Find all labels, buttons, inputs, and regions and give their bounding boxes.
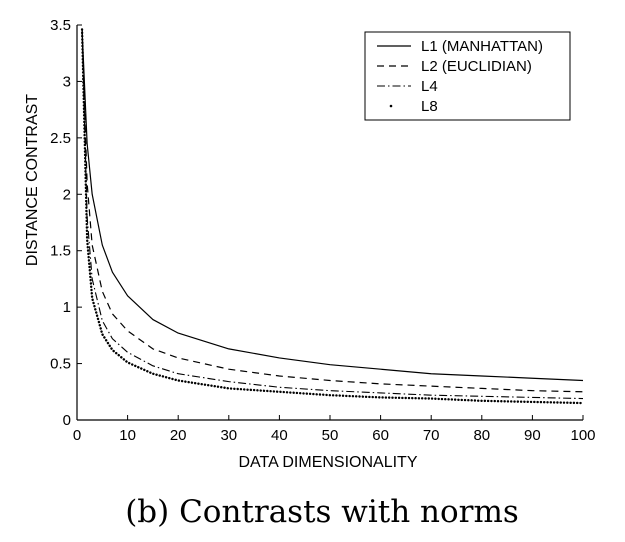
x-tick-label: 100 [570,427,595,444]
y-tick-label: 3 [63,73,71,90]
y-tick-label: 1.5 [50,243,71,260]
series-line-solid [81,29,584,382]
y-tick-label: 2 [63,186,71,203]
series-line-dotted [80,28,585,405]
legend-label: L8 [421,98,438,115]
x-tick-label: 40 [271,427,288,444]
legend: L1 (MANHATTAN) L2 (EUCLIDIAN) L4 L8 [364,31,571,121]
legend-swatch-dotted [389,104,393,108]
series-lines [80,28,585,405]
series-line-dashdot [81,29,584,400]
x-tick-label: 70 [423,427,440,444]
x-tick-label: 60 [372,427,389,444]
x-tick-label: 0 [73,427,81,444]
y-tick-label: 0.5 [50,356,71,373]
x-tick-label: 30 [220,427,237,444]
ticks: 0 10 20 30 40 50 60 70 80 90 100 0 0.5 1 1.5 2 2.5 3 3.5 [50,17,595,444]
y-tick-label: 1 [63,299,71,316]
figure-caption: (b) Contrasts with norms [125,494,519,530]
legend-box [364,31,571,121]
x-tick-label: 10 [119,427,136,444]
x-tick-label: 20 [170,427,187,444]
y-tick-label: 3.5 [50,17,71,34]
y-tick-label: 2.5 [50,130,71,147]
series-line-dashed [81,29,584,393]
x-tick-label: 80 [473,427,490,444]
legend-label: L1 (MANHATTAN) [421,38,543,55]
x-axis-label: DATA DIMENSIONALITY [239,454,418,471]
x-tick-label: 50 [322,427,339,444]
x-tick-label: 90 [524,427,541,444]
y-axis-label: DISTANCE CONTRAST [24,94,41,266]
legend-label: L2 (EUCLIDIAN) [421,58,532,75]
y-tick-label: 0 [63,412,71,429]
legend-label: L4 [421,78,438,95]
